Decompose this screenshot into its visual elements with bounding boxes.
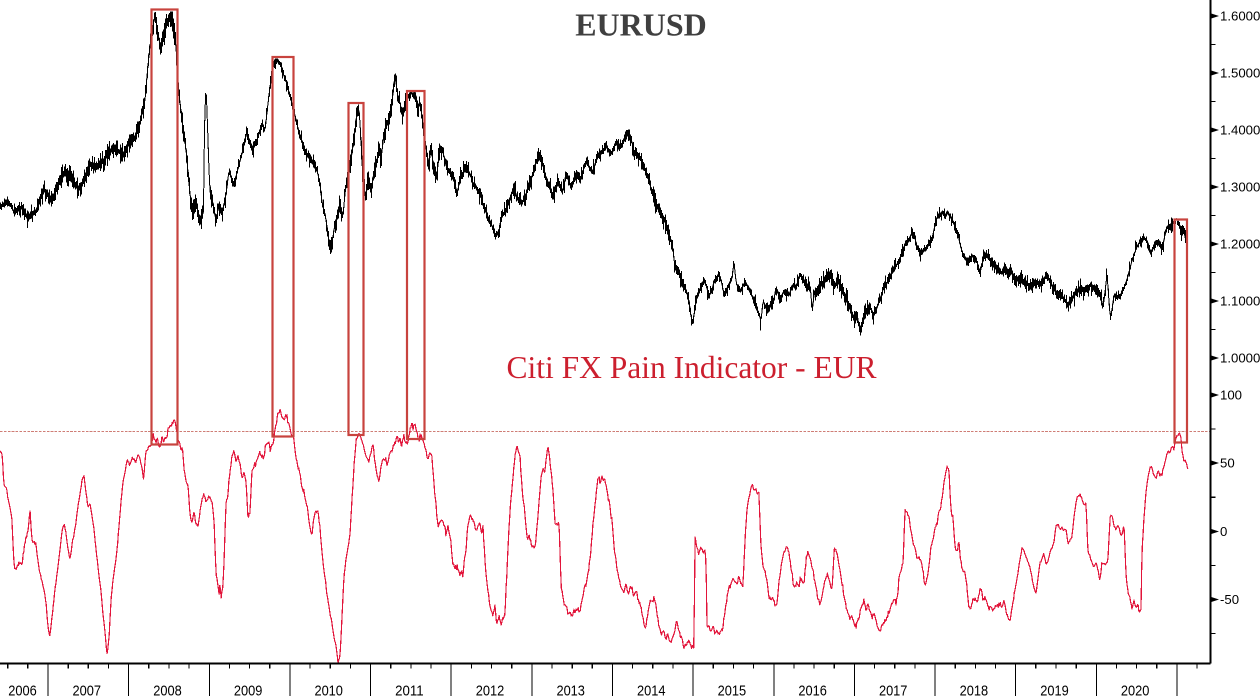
svg-text:-50: -50	[1220, 592, 1239, 607]
svg-text:2009: 2009	[234, 683, 263, 696]
svg-text:2016: 2016	[798, 683, 827, 696]
svg-text:Citi FX Pain Indicator - EUR: Citi FX Pain Indicator - EUR	[506, 350, 876, 385]
svg-text:2012: 2012	[476, 683, 505, 696]
svg-text:1.2000: 1.2000	[1220, 237, 1260, 252]
svg-text:2006: 2006	[8, 683, 37, 696]
svg-text:1.1000: 1.1000	[1220, 294, 1260, 309]
svg-text:2014: 2014	[637, 683, 666, 696]
svg-text:1.5000: 1.5000	[1220, 66, 1260, 81]
svg-text:2007: 2007	[73, 683, 102, 696]
svg-text:2008: 2008	[153, 683, 182, 696]
svg-text:2013: 2013	[556, 683, 585, 696]
svg-text:2018: 2018	[960, 683, 989, 696]
svg-text:50: 50	[1220, 456, 1235, 471]
svg-text:100: 100	[1220, 388, 1242, 403]
svg-text:2015: 2015	[718, 683, 747, 696]
svg-text:1.4000: 1.4000	[1220, 123, 1260, 138]
svg-text:1.3000: 1.3000	[1220, 180, 1260, 195]
svg-text:2017: 2017	[879, 683, 908, 696]
svg-text:2010: 2010	[314, 683, 343, 696]
svg-text:2011: 2011	[395, 683, 424, 696]
svg-text:1.6000: 1.6000	[1220, 9, 1260, 24]
svg-text:EURUSD: EURUSD	[575, 7, 707, 43]
svg-text:1.0000: 1.0000	[1220, 351, 1260, 366]
svg-text:2020: 2020	[1121, 683, 1150, 696]
svg-text:2019: 2019	[1040, 683, 1069, 696]
svg-text:0: 0	[1220, 524, 1227, 539]
